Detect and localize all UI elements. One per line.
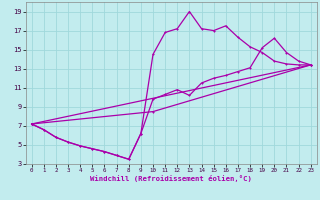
X-axis label: Windchill (Refroidissement éolien,°C): Windchill (Refroidissement éolien,°C) [90, 175, 252, 182]
